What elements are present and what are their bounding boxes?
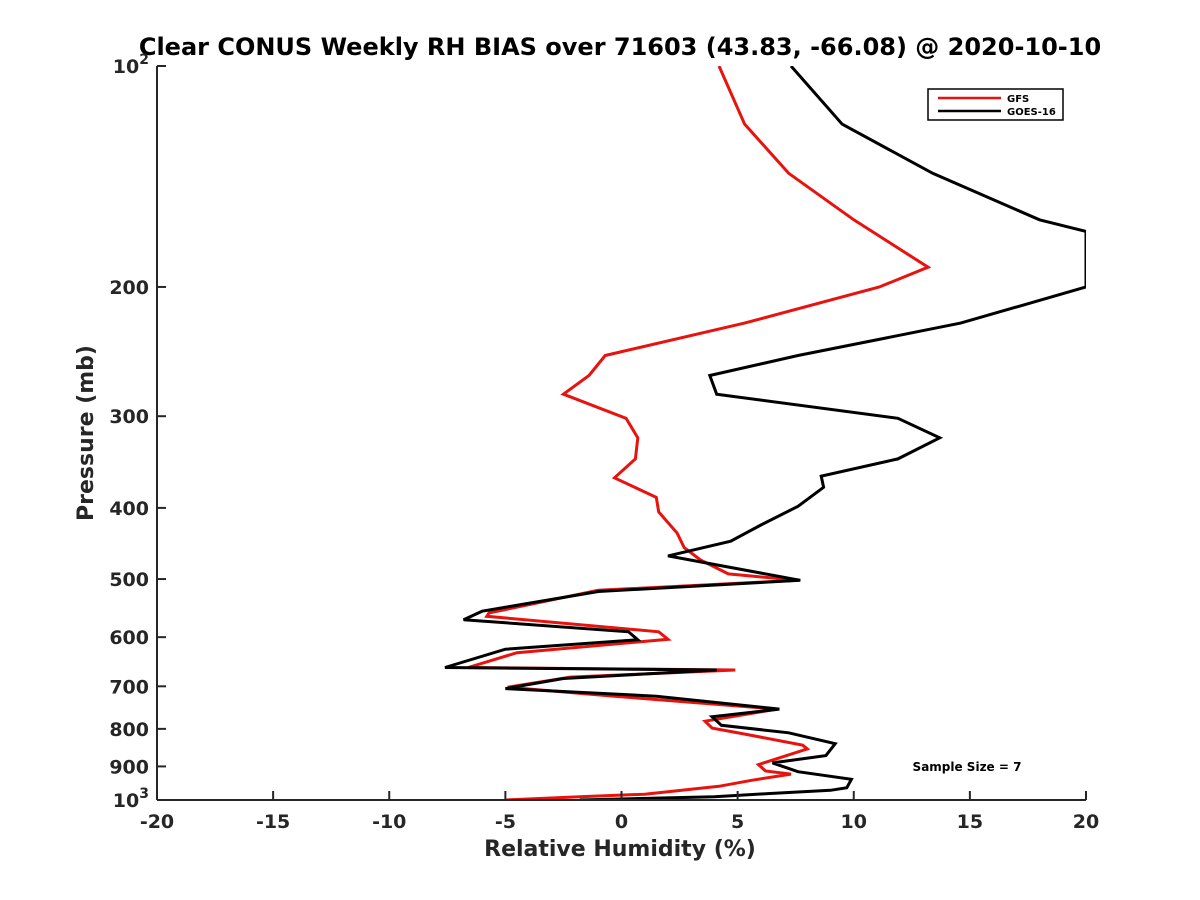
chart-title: Clear CONUS Weekly RH BIAS over 71603 (4… <box>139 33 1101 61</box>
legend-label: GOES-16 <box>1007 107 1056 118</box>
y-tick-label: 900 <box>109 756 149 778</box>
x-tick-label: 0 <box>615 811 628 833</box>
x-tick-label: 20 <box>1073 811 1099 833</box>
sample-size-annotation: Sample Size = 7 <box>913 760 1022 774</box>
y-tick-label: 300 <box>109 406 149 428</box>
legend-label: GFS <box>1007 94 1029 105</box>
y-tick-label: 500 <box>109 569 149 591</box>
y-tick-label: 102 <box>113 52 149 78</box>
x-tick-label: -20 <box>140 811 174 833</box>
series-layer <box>444 66 1086 800</box>
y-tick-label: 103 <box>113 786 149 812</box>
x-tick-label: 15 <box>957 811 983 833</box>
x-axis-label: Relative Humidity (%) <box>484 837 756 862</box>
y-tick-label: 700 <box>109 676 149 698</box>
x-tick-label: -10 <box>372 811 406 833</box>
y-tick-label: 800 <box>109 719 149 741</box>
legend-box <box>927 88 1064 121</box>
y-tick-label: 200 <box>109 277 149 299</box>
series-line-gfs <box>467 66 932 800</box>
legend: GFS GOES-16 <box>927 88 1064 121</box>
x-tick-label: -15 <box>256 811 290 833</box>
axes-layer: -20 -15 -10 -5 0 5 10 15 20 102 200 300 400 500 600 700… <box>109 52 1099 833</box>
x-tick-label: -5 <box>495 811 516 833</box>
y-axis-label: Pressure (mb) <box>74 345 99 521</box>
y-tick-label: 400 <box>109 498 149 520</box>
y-tick-label: 600 <box>109 627 149 649</box>
series-line-goes-16 <box>444 66 1086 800</box>
x-tick-label: 10 <box>841 811 867 833</box>
x-tick-label: 5 <box>731 811 744 833</box>
